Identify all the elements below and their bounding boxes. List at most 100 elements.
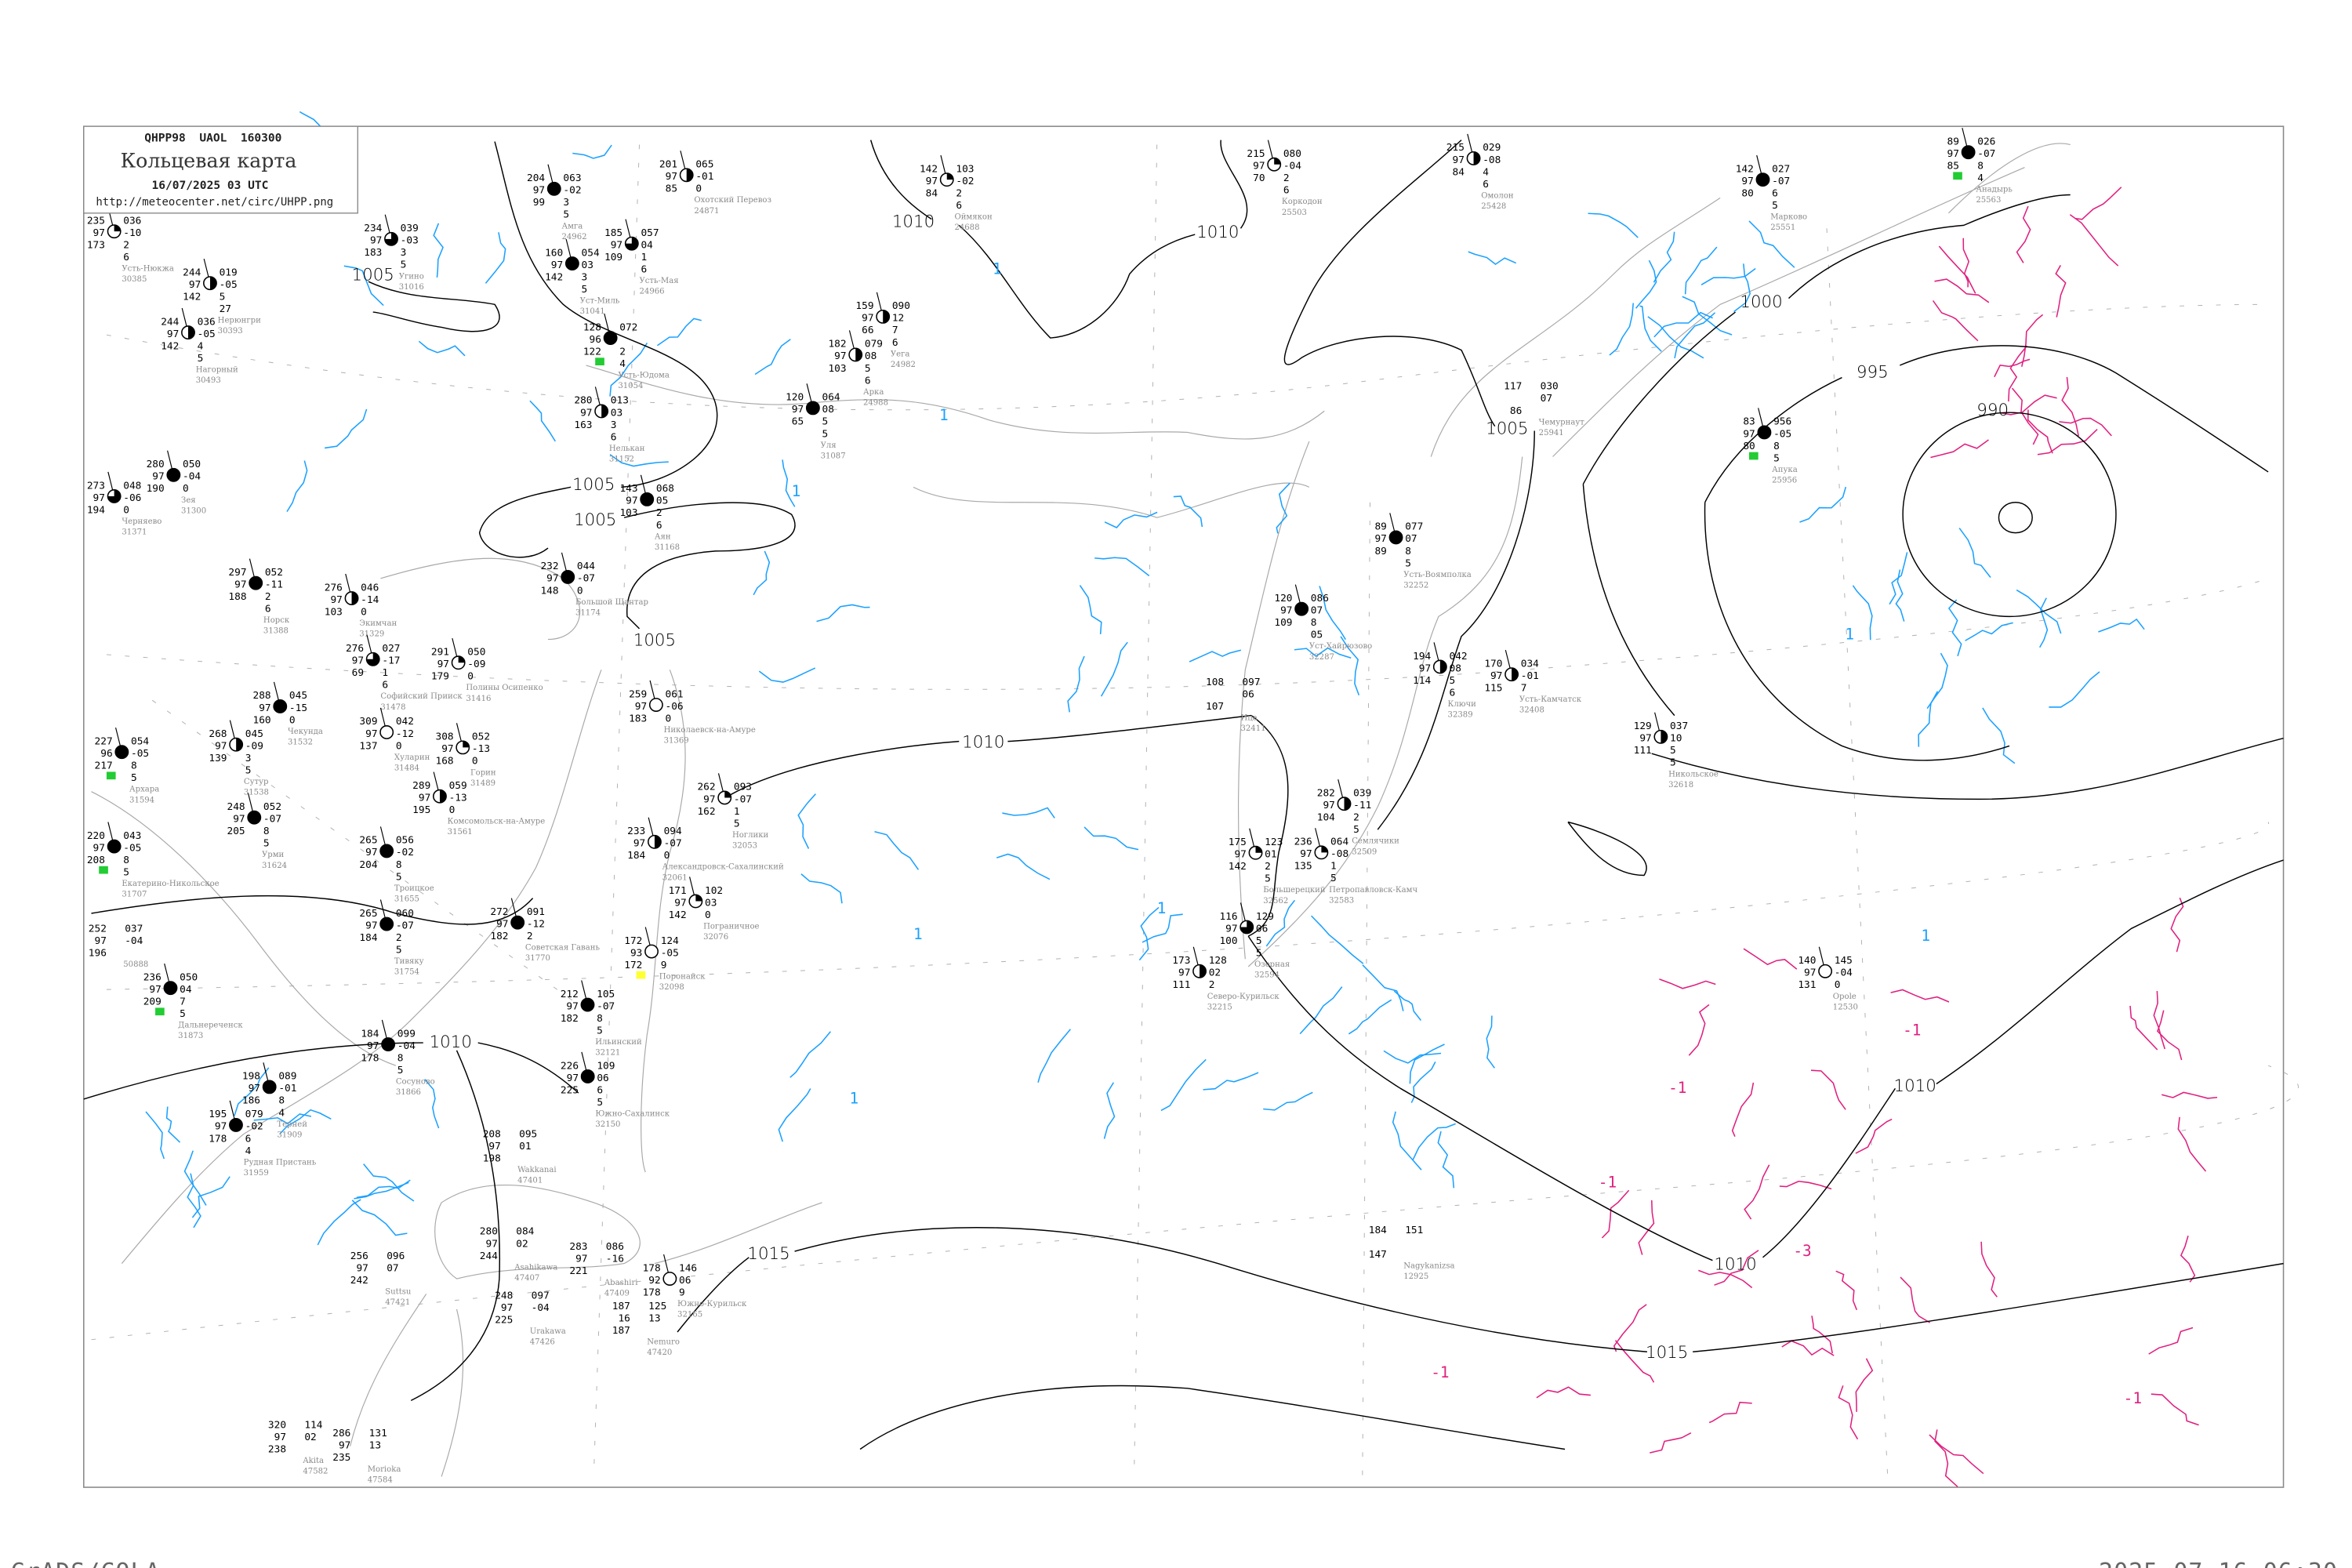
station-value-tr: 097 <box>532 1290 550 1301</box>
contour-segment <box>529 400 556 442</box>
station-id: 31329 <box>359 630 384 639</box>
cloud-cover-icon <box>379 725 394 739</box>
station-value-ml: 97 <box>1804 967 1816 979</box>
station-value-tl: 143 <box>619 483 637 495</box>
cloud-cover-icon <box>1818 964 1833 978</box>
contour-segment <box>1748 220 1795 268</box>
station-value-tr: 039 <box>401 223 419 234</box>
contour-segment <box>797 793 816 849</box>
station-value-bl: 235 <box>332 1452 350 1464</box>
contour-segment <box>356 1179 411 1199</box>
station-value-r2: 5 <box>1449 675 1455 687</box>
station-name: Усть-Мая <box>640 277 679 285</box>
station-value-tl: 175 <box>1229 837 1247 848</box>
station-value-tl: 172 <box>624 935 642 947</box>
station-value-bl: 187 <box>612 1325 630 1337</box>
station-value-r2: 5 <box>822 416 829 428</box>
title-box: QHPP98 UAOL 160300 Кольцевая карта 16/07… <box>83 125 358 214</box>
station-value-r2: 0 <box>183 483 189 495</box>
station-value-tl: 142 <box>920 163 938 175</box>
station-id: 24966 <box>640 288 665 296</box>
station-value-tr: 043 <box>123 830 141 842</box>
cloud-cover-icon <box>561 569 575 584</box>
station-id: 32509 <box>1352 848 1377 856</box>
source-url: http://meteocenter.net/circ/UHPP.png <box>96 196 333 209</box>
contour-segment <box>1094 557 1150 577</box>
isobar-label: 1015 <box>1646 1343 1688 1363</box>
station-value-bl: 172 <box>624 960 642 971</box>
station-value-ml: 97 <box>486 1238 498 1250</box>
positive-contours <box>145 111 2145 1246</box>
station-value-r2: 2 <box>656 507 662 519</box>
station-id: 12925 <box>1403 1272 1428 1281</box>
station-value-r2: 6 <box>597 1084 603 1096</box>
station-value-bl: 85 <box>1947 161 1959 172</box>
cloud-cover-fill <box>209 277 217 290</box>
contour-segment <box>253 1113 312 1125</box>
isobar-label: 1010 <box>892 212 935 231</box>
contour-segment <box>1639 305 1662 352</box>
station-value-tr: 128 <box>1209 955 1227 967</box>
isobar-label: 1005 <box>1486 419 1528 438</box>
station-value-r2: 8 <box>1311 617 1317 629</box>
station-value-mr: -07 <box>597 1000 615 1012</box>
contour-segment <box>572 144 612 159</box>
station-name: Нагорный <box>196 366 238 375</box>
station-value-r3: 5 <box>822 428 829 440</box>
isobars <box>83 140 2284 1450</box>
station-value-r2: 0 <box>123 504 129 516</box>
footer-left: GrADS/COLA <box>11 1559 161 1568</box>
station-id: 47582 <box>303 1468 328 1476</box>
station-id: 47421 <box>385 1298 410 1307</box>
station-id: 31594 <box>129 796 154 804</box>
station-name: Рудная Пристань <box>244 1158 317 1167</box>
station-value-tl: 280 <box>480 1226 498 1238</box>
isobar-line <box>1582 484 1675 717</box>
contour-segment <box>1319 586 1346 641</box>
station-value-bl: 142 <box>183 292 201 303</box>
station-value-ml: 97 <box>792 404 804 416</box>
station-name: Уст-Миль <box>580 297 620 306</box>
isobar-line <box>869 140 932 220</box>
station-name: Сосуново <box>396 1077 435 1086</box>
station-value-bl: 196 <box>89 947 107 959</box>
station-value-tl: 173 <box>1172 955 1190 967</box>
station-value-r2: 0 <box>289 714 296 726</box>
station-id: 31561 <box>448 828 473 837</box>
contour-segment <box>2074 187 2122 220</box>
contour-segment <box>1708 1401 1752 1424</box>
station-value-bl: 100 <box>1219 935 1237 947</box>
station-value-tr: 050 <box>183 459 201 470</box>
station-value-ml: 97 <box>437 659 449 670</box>
station-value-ml: 97 <box>215 741 227 753</box>
station-value-mr: -05 <box>1773 428 1791 440</box>
station-name: Николаевск-на-Амуре <box>664 726 756 735</box>
isobar-line <box>730 714 1252 796</box>
contour-segment <box>1779 1180 1832 1190</box>
station-value-r2: 4 <box>1483 166 1489 178</box>
station-value-ml: 97 <box>419 793 430 804</box>
station-id: 32215 <box>1207 1003 1232 1011</box>
station-value-ml: 97 <box>496 918 508 930</box>
station-value-tr: 091 <box>527 906 545 918</box>
cloud-cover-icon <box>1757 425 1772 440</box>
cloud-cover-icon <box>1755 172 1770 187</box>
station-value-mr: -04 <box>532 1302 550 1314</box>
station-value-mr: -13 <box>449 793 467 804</box>
station-id: 32061 <box>662 873 688 882</box>
contour-segment <box>1037 1029 1071 1083</box>
station-id: 32098 <box>659 983 684 992</box>
station-value-tr: 044 <box>577 561 595 572</box>
station-value-tl: 244 <box>183 267 201 278</box>
contour-segment <box>1838 1385 1859 1440</box>
footer-right: 2025-07-16-06:30 <box>2099 1559 2338 1568</box>
station-value-tl: 220 <box>87 830 105 842</box>
station-value-mr: -02 <box>396 847 414 858</box>
station-value-tr: 084 <box>516 1226 534 1238</box>
